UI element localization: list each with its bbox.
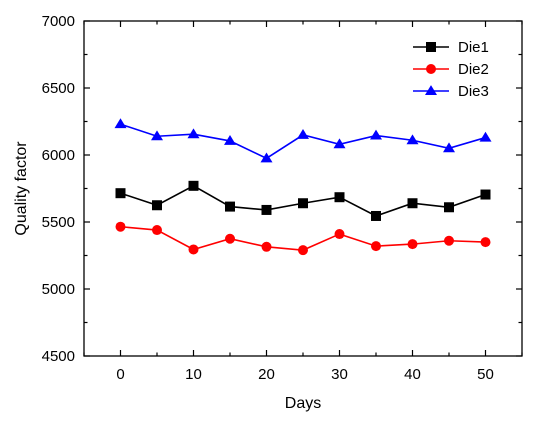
x-tick-label: 0 — [116, 366, 124, 383]
data-point-die1-6 — [334, 192, 345, 203]
legend-marker-die1 — [426, 42, 436, 52]
series-die3 — [114, 118, 492, 163]
data-point-die1-10 — [480, 189, 491, 200]
legend-marker-die2 — [426, 64, 436, 74]
y-axis-label: Quality factor — [13, 141, 30, 236]
data-point-die2-10 — [480, 237, 491, 248]
data-point-die1-7 — [371, 210, 381, 221]
data-point-die2-4 — [261, 241, 272, 252]
data-point-die1-1 — [152, 200, 162, 211]
data-point-die1-0 — [115, 188, 126, 199]
y-tick-label: 4500 — [42, 348, 75, 365]
data-point-die2-5 — [298, 245, 308, 256]
data-point-die2-0 — [115, 221, 126, 232]
y-tick-label: 7000 — [42, 13, 75, 30]
data-point-die3-8 — [406, 134, 419, 145]
data-point-die3-4 — [260, 152, 273, 163]
data-point-die2-1 — [152, 225, 162, 236]
x-tick-label: 20 — [258, 366, 275, 383]
data-point-die3-6 — [333, 138, 346, 149]
legend-label: Die2 — [458, 61, 489, 78]
data-point-die3-5 — [297, 129, 309, 139]
data-point-die1-4 — [261, 204, 272, 215]
legend-marker-die3 — [425, 85, 437, 95]
y-tick-label: 5500 — [42, 214, 75, 231]
y-tick-label: 6000 — [42, 147, 75, 164]
data-point-die2-3 — [225, 233, 235, 244]
data-point-die1-8 — [407, 198, 418, 209]
data-point-die3-2 — [187, 128, 200, 139]
data-point-die1-2 — [188, 180, 199, 191]
legend-item-die1: Die1 — [413, 39, 489, 56]
data-point-die3-0 — [114, 118, 127, 129]
y-tick-label: 5000 — [42, 281, 75, 298]
data-point-die2-6 — [334, 229, 345, 240]
legend-label: Die3 — [458, 83, 489, 100]
plot-layer — [114, 118, 492, 256]
data-point-die1-9 — [444, 202, 454, 213]
y-tick-label: 6500 — [42, 80, 75, 97]
axes-layer: 0 10 20 30 40 50 4500 5000 5500 6000 6500 7000 — [42, 13, 523, 383]
data-point-die3-3 — [224, 135, 236, 145]
legend-item-die3: Die3 — [413, 83, 489, 100]
plot-frame — [83, 20, 523, 357]
legend-item-die2: Die2 — [413, 61, 489, 78]
legend-label: Die1 — [458, 39, 489, 56]
x-tick-label: 50 — [477, 366, 494, 383]
x-tick-label: 40 — [404, 366, 421, 383]
data-point-die2-7 — [371, 241, 381, 252]
x-tick-label: 10 — [185, 366, 202, 383]
data-point-die3-1 — [151, 130, 163, 141]
data-point-die1-3 — [225, 201, 235, 212]
data-point-die3-9 — [443, 142, 455, 153]
data-point-die2-8 — [407, 239, 418, 250]
legend: Die1 Die2 Die3 — [413, 39, 489, 100]
x-axis-label: Days — [285, 395, 321, 412]
series-die1 — [115, 180, 491, 221]
data-point-die3-7 — [370, 129, 382, 140]
data-point-die2-2 — [188, 244, 199, 255]
x-tick-label: 30 — [331, 366, 348, 383]
data-point-die2-9 — [444, 235, 454, 246]
data-point-die1-5 — [298, 198, 308, 209]
series-die2 — [115, 221, 491, 256]
data-point-die3-10 — [479, 131, 492, 142]
